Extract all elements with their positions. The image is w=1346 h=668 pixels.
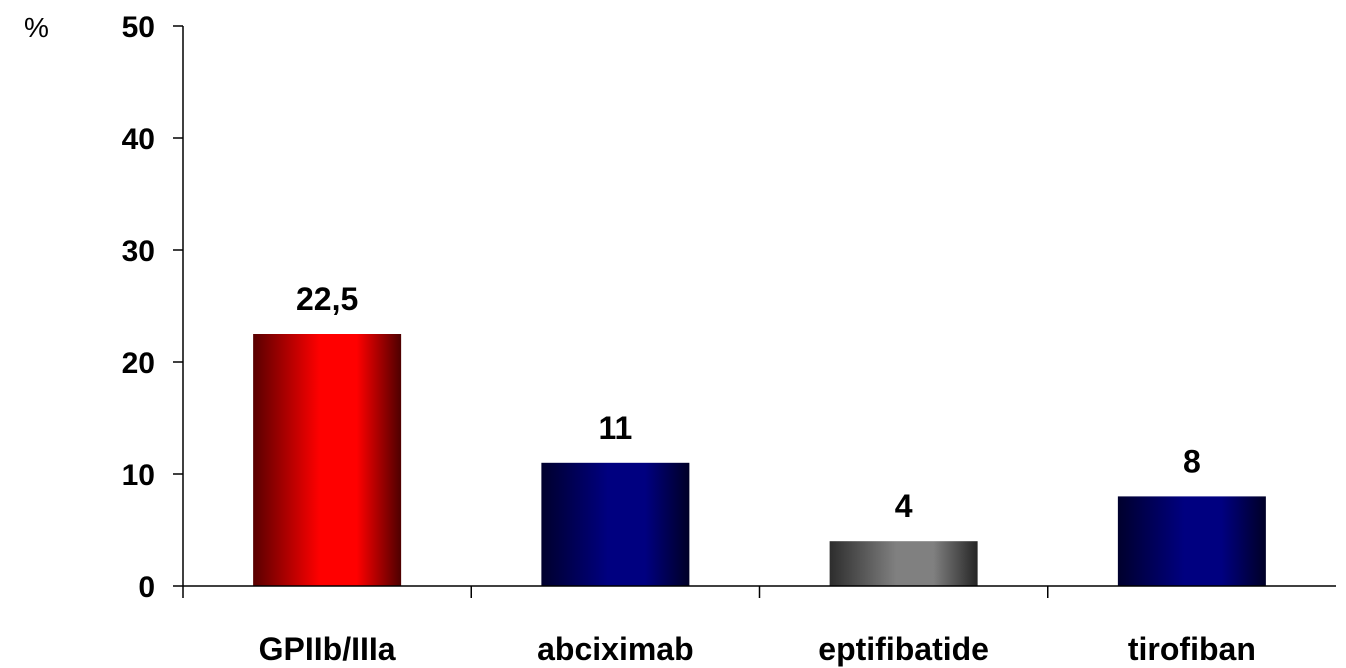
y-tick-label: 30 <box>122 235 155 268</box>
y-tick-label: 40 <box>122 123 155 156</box>
y-axis-unit-label: % <box>24 12 49 43</box>
bars-layer <box>253 334 1266 586</box>
axes-layer <box>173 25 1336 598</box>
category-label: abciximab <box>537 631 694 667</box>
bar-tirofiban <box>1117 496 1266 586</box>
category-label: eptifibatide <box>818 631 989 667</box>
y-tick-label: 10 <box>122 459 155 492</box>
labels-layer: 22,5 GPIIb/IIIa 11 abciximab 4 eptifibatide 8 t… <box>122 11 1256 667</box>
category-label: GPIIb/IIIa <box>259 631 396 667</box>
y-tick-label: 50 <box>122 11 155 44</box>
data-label: 22,5 <box>296 281 358 317</box>
y-tick-label: 20 <box>122 347 155 380</box>
y-tick-label: 0 <box>138 571 155 604</box>
bar-abciximab <box>541 462 690 586</box>
data-label: 4 <box>895 488 913 524</box>
bar-eptifibatide <box>829 541 978 586</box>
bar-gpiib-iiia <box>253 334 402 586</box>
data-label: 11 <box>598 410 632 446</box>
category-label: tirofiban <box>1128 631 1256 667</box>
data-label: 8 <box>1183 443 1201 479</box>
